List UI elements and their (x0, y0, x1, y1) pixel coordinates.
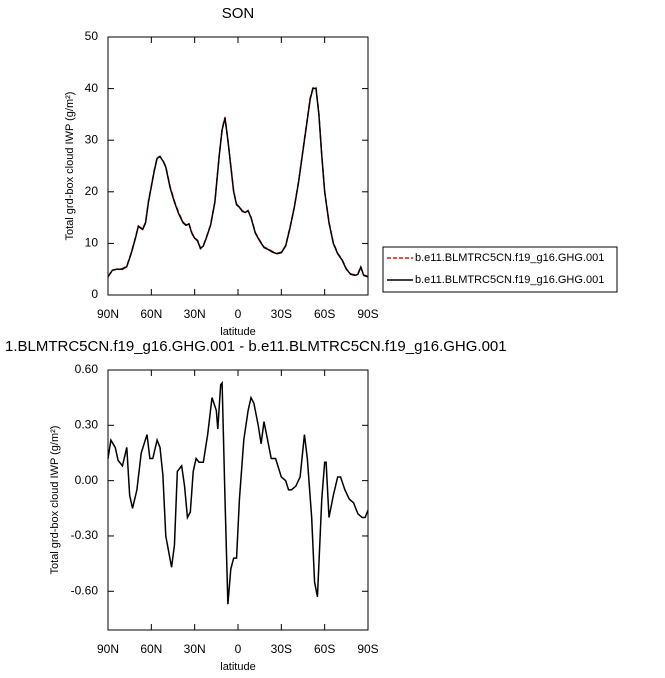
x-axis-label: latitude (220, 326, 255, 338)
plot-frame (107, 369, 369, 631)
x-tick-label: 30S (271, 307, 292, 321)
chart-title: 1.BLMTRC5CN.f19_g16.GHG.001 - b.e11.BLMT… (5, 338, 507, 355)
x-tick-label: 30N (184, 307, 206, 321)
x-tick-label: 30N (184, 642, 206, 656)
chart-title: SON (222, 5, 255, 22)
legend-label: b.e11.BLMTRC5CN.f19_g16.GHG.001 (415, 274, 604, 286)
x-tick-label: 90S (357, 642, 378, 656)
x-tick-label: 90N (97, 642, 119, 656)
plot-frame (107, 36, 369, 296)
y-tick-label: -0.60 (71, 583, 99, 597)
x-tick-label: 30S (271, 642, 292, 656)
x-tick-label: 60N (140, 642, 162, 656)
x-tick-label: 60S (314, 307, 335, 321)
y-axis-label: Total grd-box cloud IWP (g/m²) (64, 92, 76, 241)
y-tick-label: 10 (85, 236, 99, 250)
y-tick-label: 0.60 (75, 362, 99, 376)
y-tick-label: 20 (85, 184, 99, 198)
y-tick-label: -0.30 (71, 528, 99, 542)
legend-box (382, 246, 618, 293)
y-tick-label: 30 (85, 132, 99, 146)
y-tick-label: 50 (85, 29, 99, 43)
x-tick-label: 60S (314, 642, 335, 656)
y-tick-label: 0 (91, 287, 98, 301)
series-line (107, 87, 369, 278)
y-tick-label: 40 (85, 81, 99, 95)
x-tick-label: 0 (235, 307, 242, 321)
y-axis-label: Total grd-box cloud IWP (g/m²) (49, 426, 61, 575)
x-tick-label: 90N (97, 307, 119, 321)
y-tick-label: 0.00 (75, 473, 99, 487)
x-tick-label: 90S (357, 307, 378, 321)
series-line (107, 380, 369, 605)
x-tick-label: 0 (235, 642, 242, 656)
x-axis-label: latitude (220, 661, 255, 673)
series-line (107, 86, 369, 278)
legend-label: b.e11.BLMTRC5CN.f19_g16.GHG.001 (415, 252, 604, 264)
y-tick-label: 0.30 (75, 417, 99, 431)
x-tick-label: 60N (140, 307, 162, 321)
